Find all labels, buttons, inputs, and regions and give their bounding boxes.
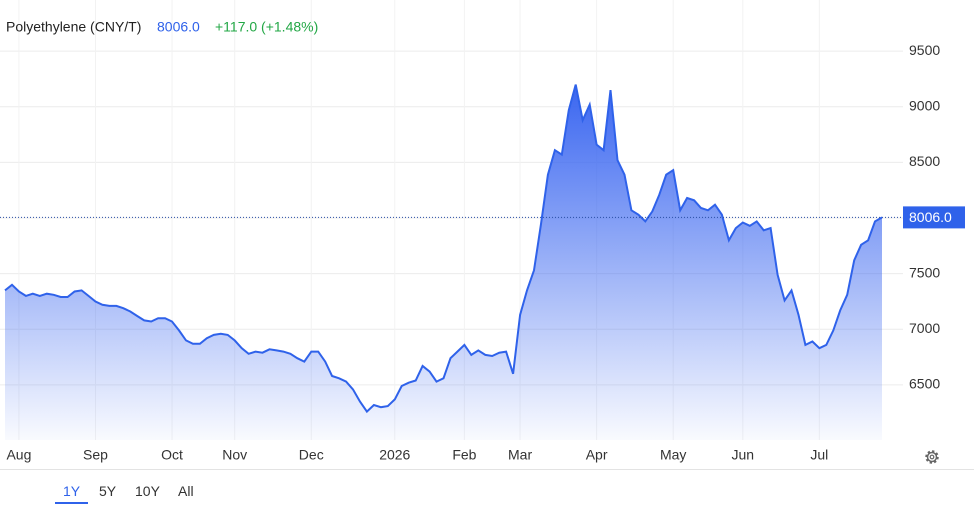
y-tick-label: 9500	[909, 42, 940, 58]
x-tick-label: Jun	[732, 447, 755, 463]
plot	[0, 84, 903, 440]
x-tick-label: Apr	[586, 447, 608, 463]
x-tick-label: May	[660, 447, 686, 463]
chart-title: Polyethylene (CNY/T)	[6, 19, 141, 35]
x-tick-label: Dec	[299, 447, 324, 463]
y-tick-label: 7500	[909, 264, 940, 280]
chart: Polyethylene (CNY/T) 8006.0 +117.0 (+1.4…	[0, 0, 974, 470]
range-button[interactable]: 5Y	[99, 483, 117, 499]
y-tick-label: 9000	[909, 98, 940, 114]
line	[4, 84, 883, 414]
change: +117.0 (+1.48%)	[215, 19, 318, 35]
x-tick-label: Nov	[222, 447, 247, 463]
area	[5, 84, 882, 440]
x-tick-label: Feb	[452, 447, 476, 463]
y-tick-label: 8500	[909, 153, 940, 169]
x-tick-label: Aug	[6, 447, 31, 463]
last-price-label: 8006.0	[909, 209, 952, 225]
range-button[interactable]: All	[178, 483, 194, 499]
x-tick-label: Oct	[161, 447, 183, 463]
y-tick-label: 6500	[909, 376, 940, 392]
range-button[interactable]: 1Y	[55, 480, 89, 504]
settings-icon[interactable]	[925, 450, 939, 464]
price: 8006.0	[157, 19, 200, 35]
y-tick-label: 7000	[909, 320, 940, 336]
x-tick-label: Sep	[83, 447, 108, 463]
last-price-box	[903, 206, 965, 229]
x-tick-label: Mar	[508, 447, 532, 463]
range-button[interactable]: 10Y	[135, 483, 160, 499]
x-tick-label: Jul	[810, 447, 828, 463]
x-tick-label: 2026	[379, 447, 410, 463]
